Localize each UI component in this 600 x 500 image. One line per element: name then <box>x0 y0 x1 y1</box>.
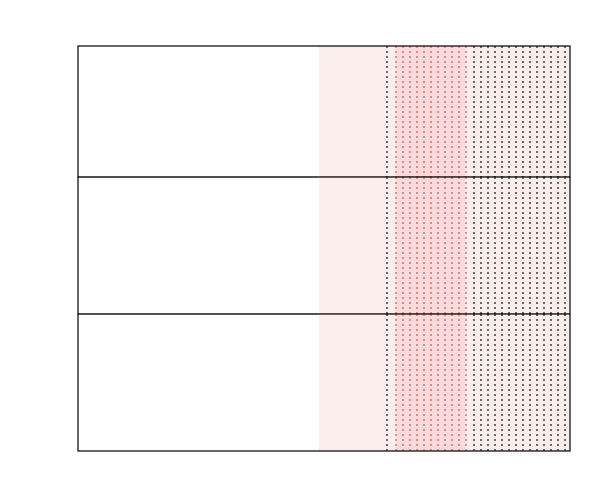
panel-bottom-shading <box>319 314 570 451</box>
red-marker-lines-top <box>395 46 467 177</box>
black-marker-lines-top <box>386 46 566 177</box>
shade-inner-middle <box>396 177 465 314</box>
panel-middle <box>77 176 571 315</box>
panel-bottom-frame <box>77 313 571 452</box>
shade-inner-bottom <box>396 314 465 451</box>
panel-top-markers <box>386 46 566 177</box>
panel-top <box>77 45 571 178</box>
panel-bottom <box>77 313 571 452</box>
panel-middle-shading <box>319 177 570 314</box>
